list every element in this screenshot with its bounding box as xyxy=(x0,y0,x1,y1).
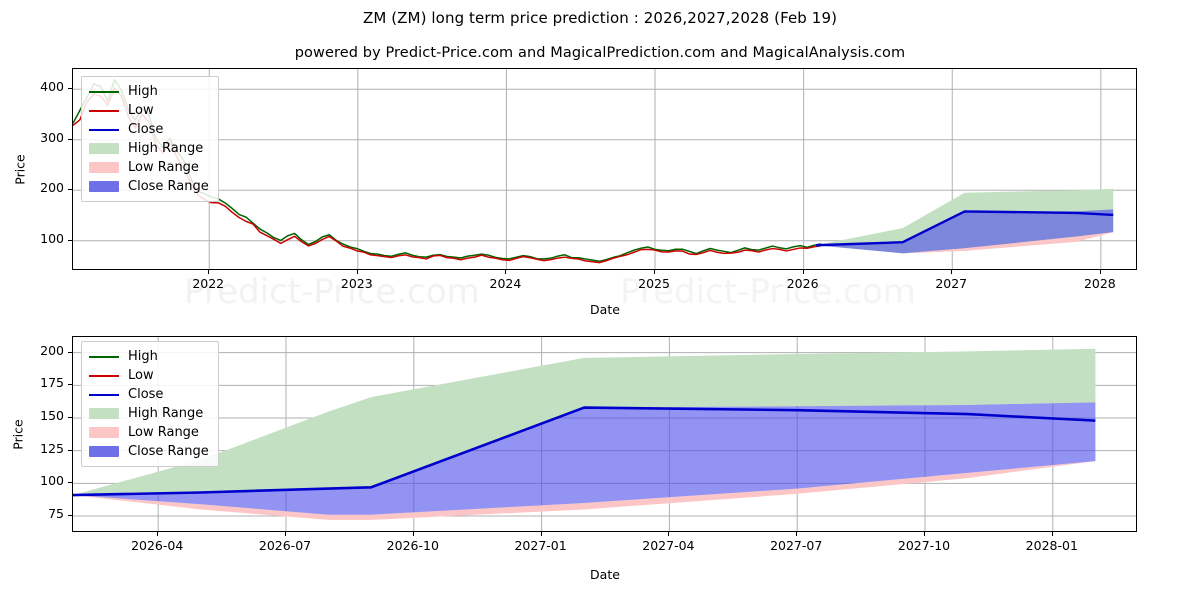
legend-swatch-high-range-icon xyxy=(89,408,119,419)
forecast-x-axis-label: Date xyxy=(590,567,620,582)
y-tick-mark xyxy=(68,515,72,516)
overview-x-axis-label: Date xyxy=(590,302,620,317)
x-tick-label: 2022 xyxy=(192,276,225,291)
x-tick-mark xyxy=(412,532,414,536)
legend-swatch-low-icon xyxy=(89,370,119,382)
legend-item-close-range: Close Range xyxy=(89,177,209,196)
legend-label: Low xyxy=(128,368,154,383)
legend-swatch-low-icon xyxy=(89,105,119,117)
legend-swatch-high-icon xyxy=(89,86,119,98)
legend-item-low-range: Low Range xyxy=(89,423,209,442)
y-tick-label: 175 xyxy=(40,375,64,391)
x-tick-mark xyxy=(540,532,542,536)
legend-label: Close xyxy=(128,122,164,137)
legend-item-low: Low xyxy=(89,366,209,385)
x-tick-mark xyxy=(924,532,925,536)
legend-swatch-low-range-icon xyxy=(89,162,119,173)
overview-plot-area xyxy=(72,68,1137,270)
y-tick-label: 100 xyxy=(40,473,64,489)
x-tick-mark xyxy=(356,270,358,274)
legend-label: High Range xyxy=(128,406,204,421)
legend-label: High xyxy=(128,84,158,99)
legend-label: High Range xyxy=(128,141,204,156)
x-tick-label: 2026-07 xyxy=(258,538,312,553)
y-tick-label: 100 xyxy=(40,230,64,246)
x-tick-mark xyxy=(654,270,656,274)
x-tick-label: 2026 xyxy=(786,276,819,291)
x-tick-label: 2024 xyxy=(489,276,522,291)
legend-label: Close Range xyxy=(128,179,209,194)
legend-label: Low Range xyxy=(128,425,199,440)
x-tick-label: 2026-04 xyxy=(131,538,184,553)
page-subtitle: powered by Predict-Price.com and Magical… xyxy=(294,45,906,61)
legend-item-low: Low xyxy=(89,101,209,120)
x-tick-mark xyxy=(802,270,804,274)
x-tick-label: 2028 xyxy=(1083,276,1116,291)
y-tick-mark xyxy=(68,138,72,140)
y-tick-mark xyxy=(68,88,72,90)
legend-label: Low xyxy=(128,103,154,118)
x-tick-label: 2027-10 xyxy=(897,538,951,553)
y-tick-mark xyxy=(68,239,72,241)
forecast-detail-plot-area xyxy=(72,336,1137,532)
x-tick-mark xyxy=(668,532,670,536)
y-tick-mark xyxy=(68,449,72,451)
y-tick-mark xyxy=(68,482,72,484)
legend-item-high-range: High Range xyxy=(89,404,209,423)
x-tick-mark xyxy=(796,532,798,536)
y-tick-mark xyxy=(68,384,72,386)
legend-item-close: Close xyxy=(89,385,209,404)
legend-item-high-range: High Range xyxy=(89,139,209,158)
forecast-detail-plot-svg xyxy=(73,337,1136,531)
legend-swatch-high-icon xyxy=(89,351,119,363)
x-tick-mark xyxy=(285,532,286,536)
y-tick-label: 150 xyxy=(40,408,64,423)
legend-item-close-range: Close Range xyxy=(89,442,209,461)
legend-label: Close xyxy=(128,387,164,402)
x-tick-label: 2023 xyxy=(340,276,373,291)
legend-swatch-high-range-icon xyxy=(89,143,119,154)
x-tick-label: 2027-07 xyxy=(770,538,823,553)
legend-swatch-close-range-icon xyxy=(89,446,119,457)
y-tick-label: 300 xyxy=(40,129,64,145)
x-tick-label: 2026-10 xyxy=(386,538,439,553)
legend-swatch-low-range-icon xyxy=(89,427,119,438)
x-tick-mark xyxy=(1051,532,1053,536)
y-tick-label: 125 xyxy=(40,440,64,456)
x-tick-mark xyxy=(1099,270,1101,274)
x-tick-label: 2027-01 xyxy=(514,538,567,553)
legend-swatch-close-icon xyxy=(89,389,119,401)
y-tick-label: 75 xyxy=(48,506,64,521)
x-tick-label: 2027-04 xyxy=(642,538,695,553)
x-tick-label: 2027 xyxy=(935,276,968,291)
x-tick-label: 2025 xyxy=(638,276,670,291)
forecast-detail-legend: High Low Close High Range Low Range Close Ran… xyxy=(81,341,219,467)
overview-plot-svg xyxy=(73,69,1136,269)
legend-label: Low Range xyxy=(128,160,199,175)
x-tick-label: 2028-01 xyxy=(1025,538,1078,553)
legend-item-high: High xyxy=(89,82,209,101)
x-tick-mark xyxy=(208,270,210,274)
y-tick-mark xyxy=(68,189,72,191)
y-tick-mark xyxy=(68,417,72,418)
page-title: ZM (ZM) long term price prediction : 202… xyxy=(362,9,838,27)
x-tick-mark xyxy=(505,270,507,274)
legend-swatch-close-range-icon xyxy=(89,181,119,192)
legend-label: High xyxy=(128,349,158,364)
y-tick-label: 200 xyxy=(40,180,64,196)
legend-item-low-range: Low Range xyxy=(89,158,209,177)
legend-item-high: High xyxy=(89,347,209,366)
x-tick-mark xyxy=(157,532,159,536)
legend-item-close: Close xyxy=(89,120,209,139)
overview-legend: High Low Close High Range Low Range Close Ran… xyxy=(81,76,219,202)
legend-swatch-close-icon xyxy=(89,124,119,136)
y-tick-label: 400 xyxy=(40,79,64,95)
y-tick-label: 200 xyxy=(40,342,64,358)
y-tick-mark xyxy=(68,351,72,353)
x-tick-mark xyxy=(951,270,953,274)
legend-label: Close Range xyxy=(128,444,209,459)
